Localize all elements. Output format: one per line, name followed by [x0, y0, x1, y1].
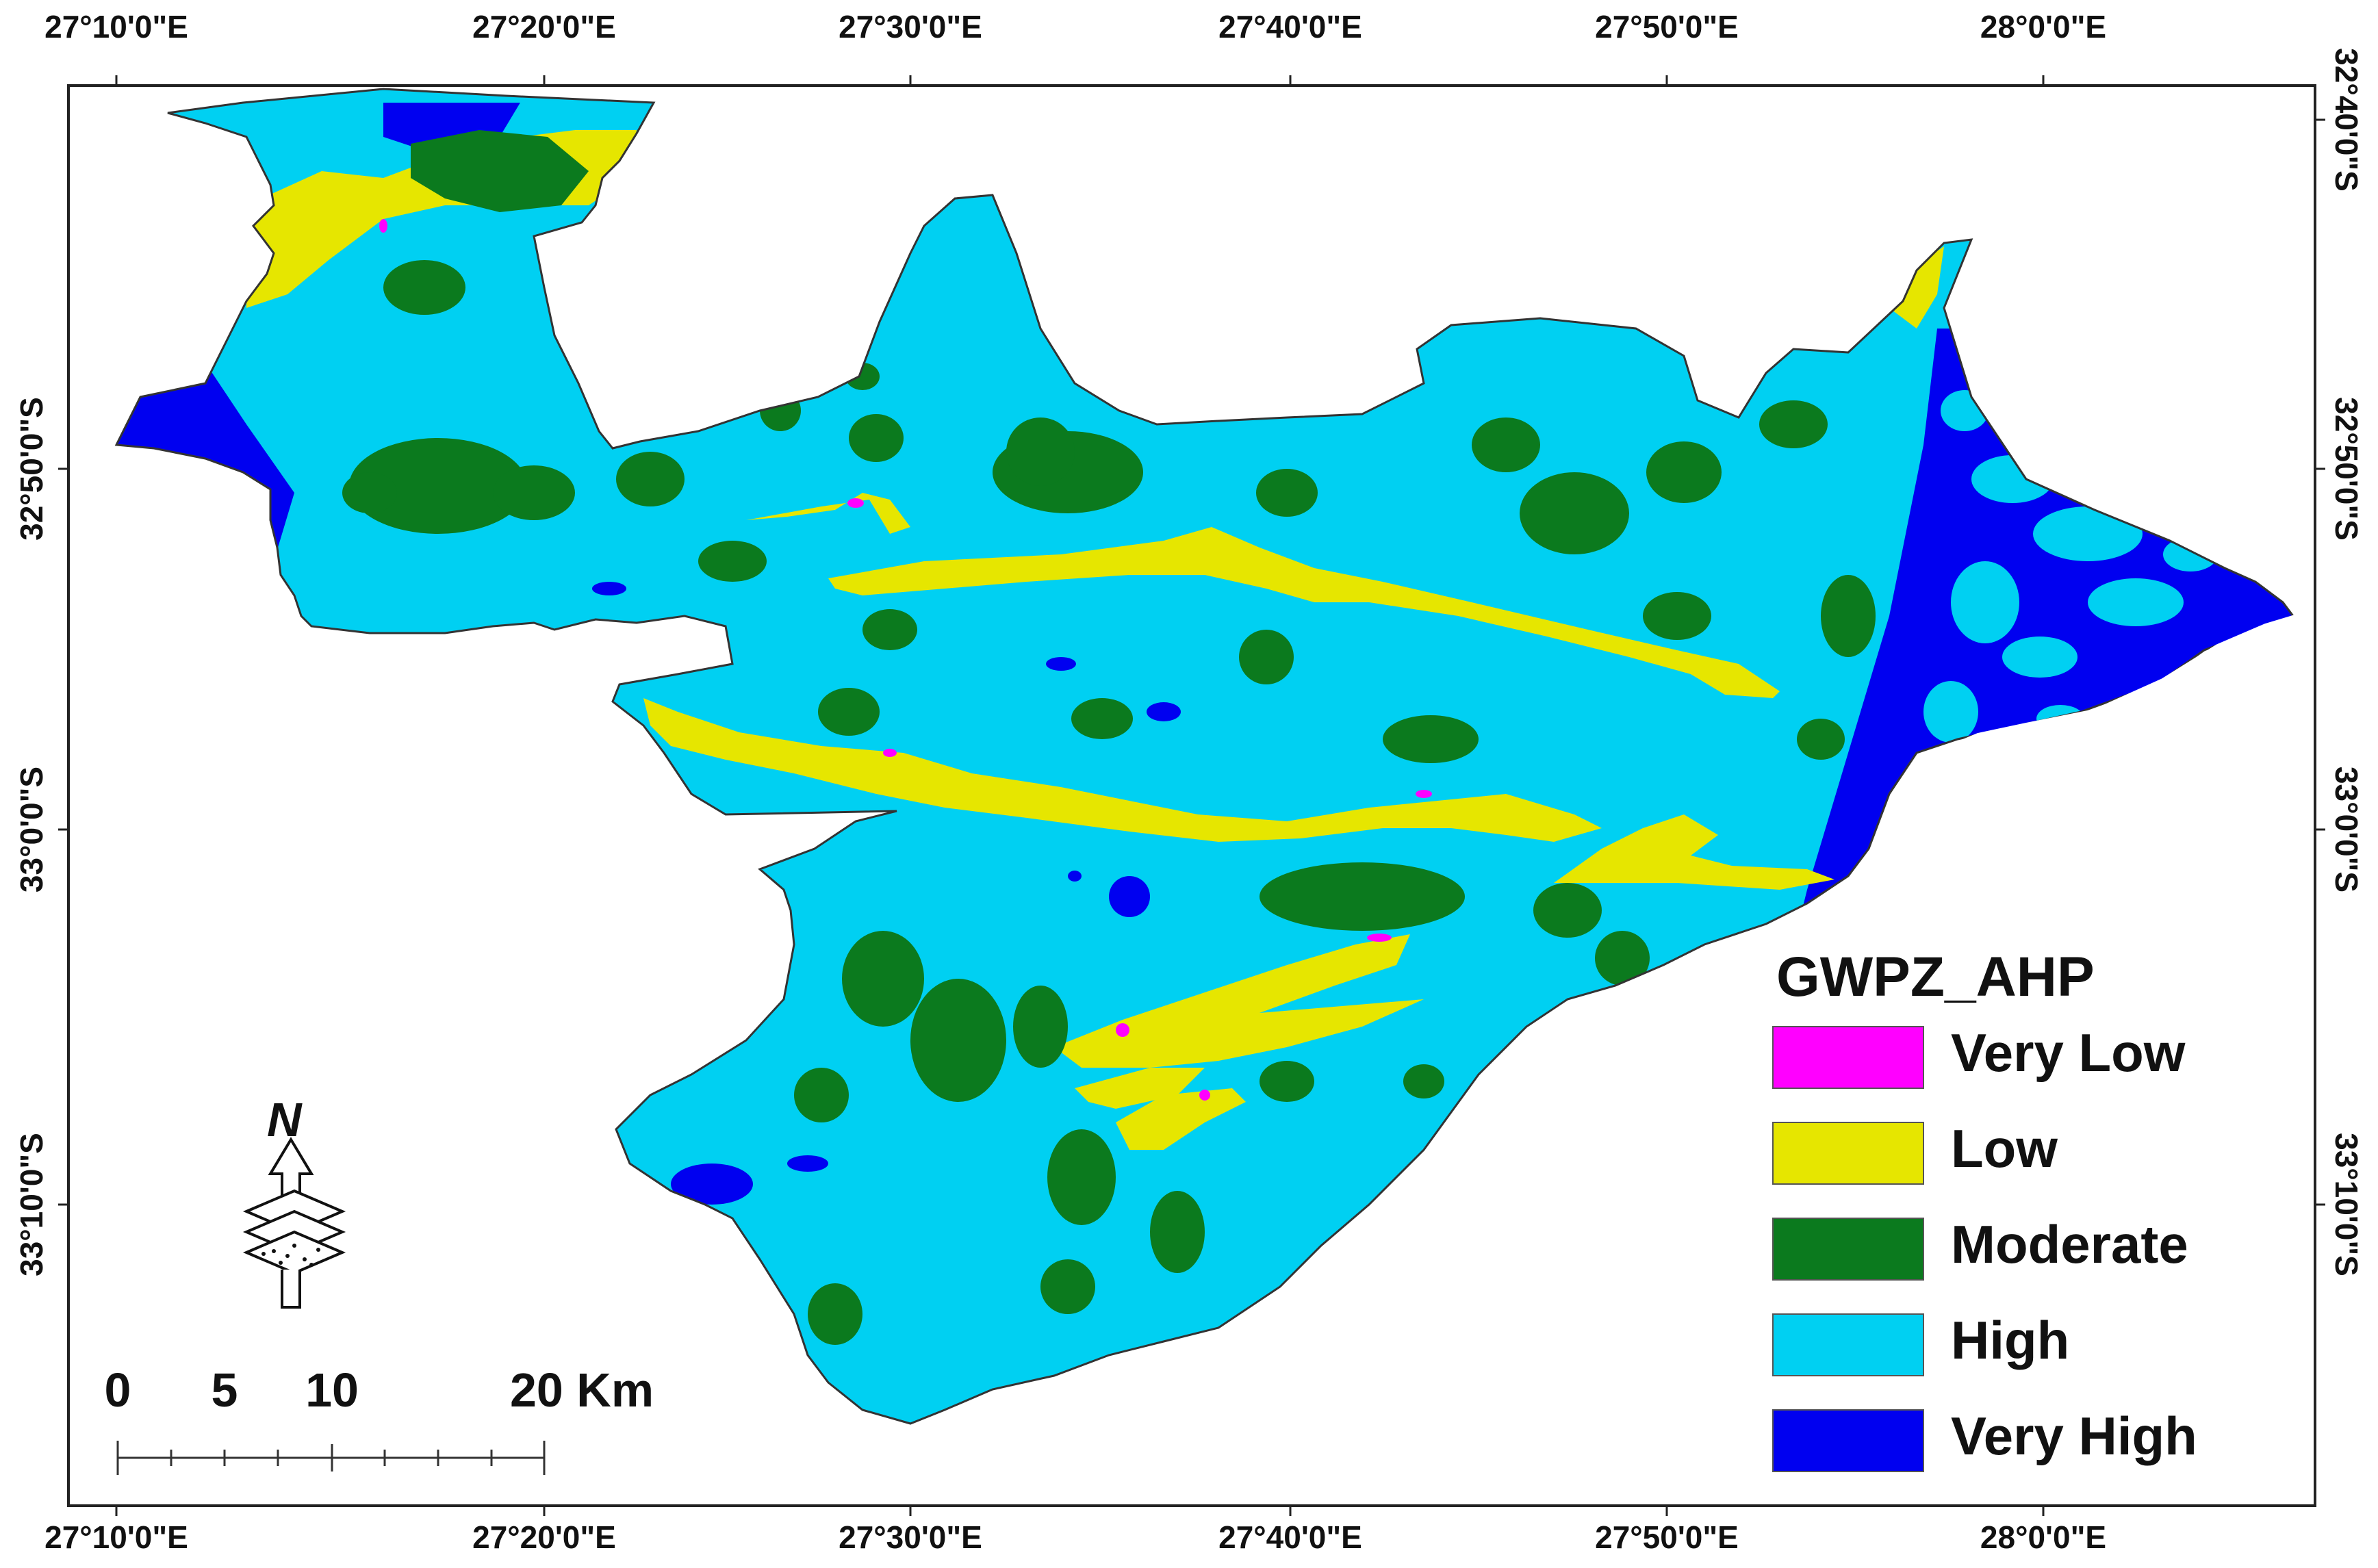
zone-low-band-8 [1889, 246, 1944, 329]
right-tick-labels: 32°40'0"S 32°50'0"S 33°0'0"S 33°10'0"S [2329, 48, 2364, 1276]
north-arrow-label: N [267, 1093, 303, 1146]
bottom-tick-label: 27°40'0"E [1218, 1519, 1362, 1555]
bottom-tick-label: 27°50'0"E [1595, 1519, 1739, 1555]
legend-swatch [1772, 1409, 1924, 1472]
legend-label: Low [1951, 1118, 2058, 1179]
left-tick-label: 33°0'0"S [14, 767, 49, 892]
top-tick-label: 27°40'0"E [1218, 9, 1362, 44]
zone-low-band-3 [643, 698, 1602, 842]
north-arrow-icon: N [242, 1093, 346, 1309]
legend-item-moderate: Moderate [1772, 1214, 2188, 1281]
bottom-tick-labels: 27°10'0"E 27°20'0"E 27°30'0"E 27°40'0"E … [44, 1519, 2106, 1555]
frame-ticks [58, 75, 2325, 1516]
legend-item-low: Low [1772, 1118, 2058, 1185]
zone-moderate-northwest [411, 130, 589, 212]
map-frame [67, 84, 2316, 1507]
top-tick-label: 27°20'0"E [472, 9, 616, 44]
legend-swatch [1772, 1026, 1924, 1089]
zone-low-band-1 [746, 493, 910, 534]
scale-label-0: 0 [105, 1363, 131, 1417]
bottom-tick-label: 27°30'0"E [839, 1519, 982, 1555]
scale-label-5: 5 [212, 1363, 238, 1417]
legend-swatch [1772, 1122, 1924, 1185]
zone-moderate-patches [342, 260, 1876, 1345]
legend: GWPZ_AHP Very Low Low Moderate High Very… [1772, 946, 2197, 1472]
zone-low-band-7 [1116, 1088, 1246, 1150]
legend-label: High [1951, 1310, 2069, 1370]
top-tick-label: 28°0'0"E [1980, 9, 2106, 44]
bottom-tick-label: 28°0'0"E [1980, 1519, 2106, 1555]
top-tick-label: 27°10'0"E [44, 9, 188, 44]
scale-bar: 0 5 10 20 Km [105, 1363, 654, 1475]
zone-low-band-4 [1554, 814, 1834, 890]
zone-very-low-specks [379, 219, 1432, 1101]
legend-label: Very Low [1951, 1023, 2186, 1083]
left-tick-label: 32°50'0"S [14, 397, 49, 541]
right-tick-label: 33°10'0"S [2329, 1133, 2364, 1276]
legend-item-very-low: Very Low [1772, 1023, 2186, 1089]
bottom-tick-label: 27°20'0"E [472, 1519, 616, 1555]
zone-low-band-5 [1054, 934, 1424, 1068]
legend-label: Moderate [1951, 1214, 2188, 1274]
zone-low-band-2 [828, 527, 1780, 698]
right-tick-label: 32°40'0"S [2329, 48, 2364, 192]
legend-swatch [1772, 1218, 1924, 1281]
coastline [1772, 613, 2301, 934]
legend-title: GWPZ_AHP [1776, 946, 2095, 1008]
legend-label: Very High [1951, 1406, 2197, 1466]
top-tick-labels: 27°10'0"E 27°20'0"E 27°30'0"E 27°40'0"E … [44, 9, 2106, 44]
scale-label-20km: 20 Km [510, 1363, 654, 1417]
bottom-tick-label: 27°10'0"E [44, 1519, 188, 1555]
zone-low-band-6 [1075, 1068, 1205, 1109]
legend-item-high: High [1772, 1310, 2069, 1376]
right-tick-label: 32°50'0"S [2329, 397, 2364, 541]
top-tick-label: 27°30'0"E [839, 9, 982, 44]
legend-item-very-high: Very High [1772, 1406, 2197, 1472]
scale-label-10: 10 [305, 1363, 359, 1417]
left-tick-labels: 32°50'0"S 33°0'0"S 33°10'0"S [14, 397, 49, 1276]
legend-swatch [1772, 1313, 1924, 1376]
left-tick-label: 33°10'0"S [14, 1133, 49, 1276]
top-tick-label: 27°50'0"E [1595, 9, 1739, 44]
right-tick-label: 33°0'0"S [2329, 767, 2364, 892]
